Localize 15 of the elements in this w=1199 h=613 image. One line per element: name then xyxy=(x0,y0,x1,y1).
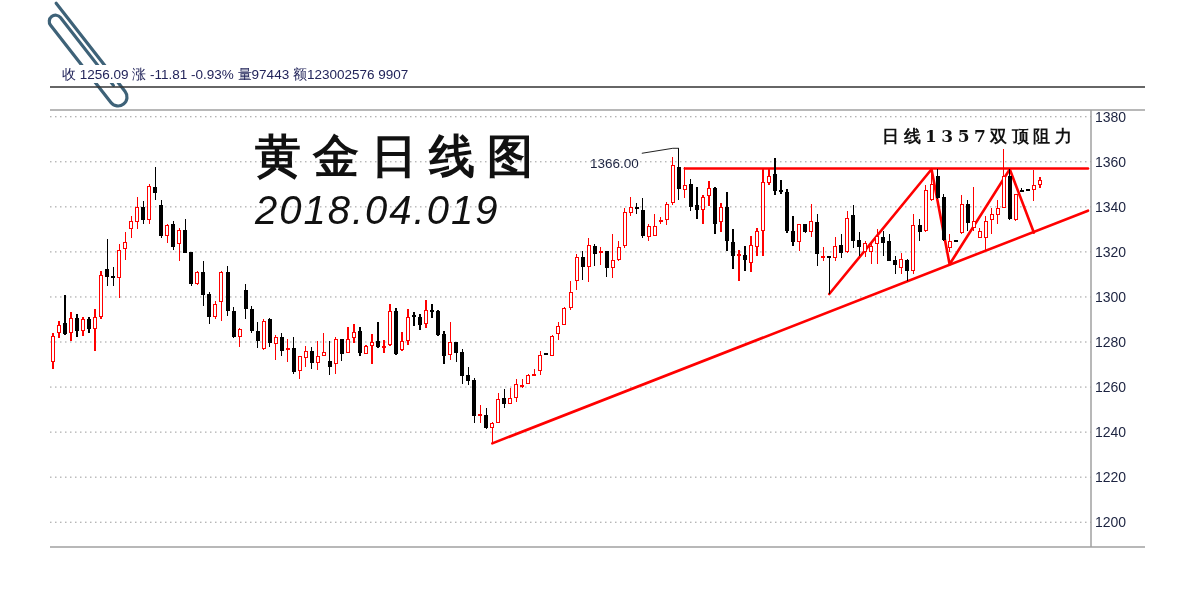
y-tick-label: 1320 xyxy=(1095,243,1127,260)
y-tick-label: 1220 xyxy=(1095,469,1127,486)
text: 收 1256.09 涨 -11.81 -0.93% 量97443 额123002576 9907 xyxy=(62,66,409,82)
y-tick-label: 1200 xyxy=(1095,514,1127,531)
y-tick-label: 1340 xyxy=(1095,198,1127,215)
y-tick-label: 1280 xyxy=(1095,334,1127,351)
y-tick-label: 1300 xyxy=(1095,288,1127,305)
chart-title: 黄金日线图 xyxy=(255,129,545,183)
y-tick-label: 1240 xyxy=(1095,424,1127,441)
y-tick-label: 1260 xyxy=(1095,379,1127,396)
y-tick-label: 1360 xyxy=(1095,153,1127,170)
annotation: 1366.00 xyxy=(590,155,639,171)
y-tick-label: 1380 xyxy=(1095,108,1127,125)
text: 2018.04.019 xyxy=(254,188,500,232)
annotation: 日线1357双顶阻力 xyxy=(882,126,1077,146)
